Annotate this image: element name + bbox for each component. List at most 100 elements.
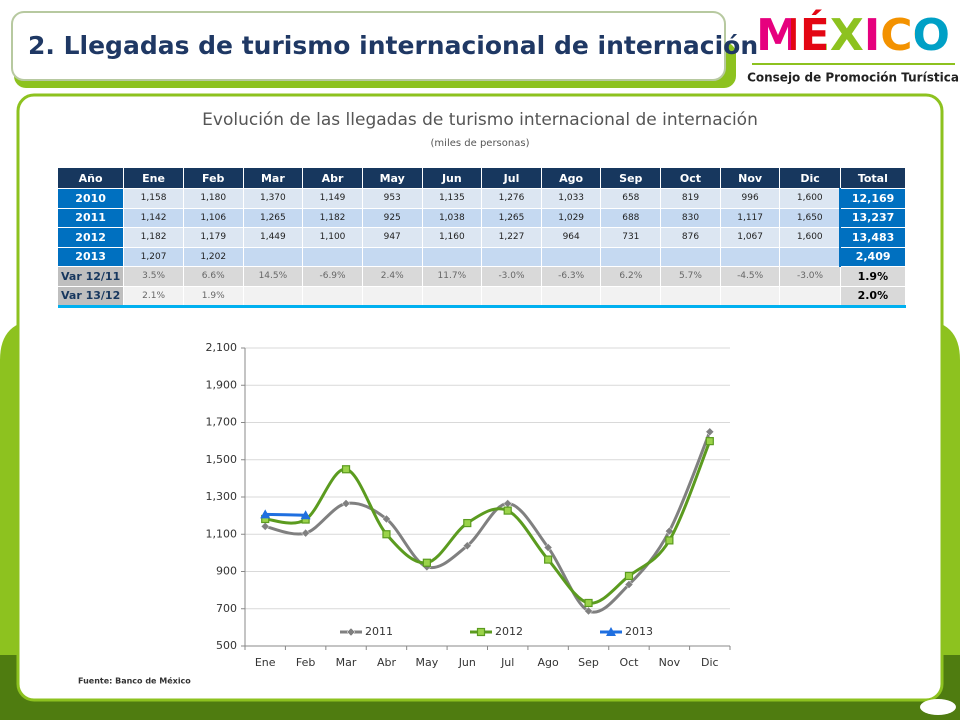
table-cell: 964 (541, 227, 602, 248)
table-cell: 688 (600, 208, 662, 228)
table-cell (660, 286, 721, 308)
table-cell: 1,207 (123, 247, 184, 267)
table-row: 2012 1,182 1,179 1,449 1,100 947 1,160 1,227 964… (58, 227, 907, 248)
table-cell: Total (840, 168, 907, 189)
page-title: 2. Llegadas de turismo internacional de … (28, 31, 758, 60)
table-cell: Ago (541, 168, 602, 189)
table-cell: 1,370 (243, 188, 304, 209)
table-cell: 13,237 (839, 208, 907, 228)
table-row: Var 12/11 3.5% 6.6% 14.5% -6.9% 2.4% 11.7% -3.0… (58, 266, 907, 287)
table-cell: 2.4% (362, 266, 423, 287)
table-cell: 947 (362, 227, 423, 248)
table-cell (243, 247, 304, 267)
table-cell: 1,160 (422, 227, 483, 248)
table-cell: 830 (660, 208, 721, 228)
logo-subtitle: Consejo de Promoción Turística (747, 71, 959, 85)
table-cell (422, 247, 483, 267)
table-cell: 1,067 (720, 227, 781, 248)
table-cell: 658 (600, 188, 662, 209)
table-cell: 12,169 (839, 188, 907, 209)
table-cell: 1,117 (720, 208, 781, 228)
table-cell (541, 286, 602, 308)
table-cell: 1,202 (183, 247, 244, 267)
table-cell: Jun (422, 168, 483, 189)
table-cell: May (362, 168, 423, 189)
table-cell: 5.7% (660, 266, 721, 287)
table-cell: 1.9% (840, 266, 907, 287)
table-cell: 819 (660, 188, 721, 209)
table-row: Var 13/12 2.1% 1.9% 2.0% (58, 286, 907, 308)
table-cell: 2011 (58, 208, 125, 228)
data-table: Año Ene Feb Mar Abr May Jun Jul Ago Sep Oct Nov Dic T… (58, 168, 907, 308)
table-cell: -6.3% (541, 266, 602, 287)
table-cell: 1,038 (422, 208, 483, 228)
table-cell: 1,600 (779, 227, 841, 248)
table-cell: 11.7% (422, 266, 483, 287)
table-cell (779, 286, 841, 308)
table-cell (600, 286, 662, 308)
table-cell: -6.9% (302, 266, 363, 287)
table-cell: 2010 (58, 188, 125, 209)
table-cell: -3.0% (481, 266, 542, 287)
table-row: Año Ene Feb Mar Abr May Jun Jul Ago Sep Oct Nov Dic T… (58, 168, 907, 189)
table-cell: -3.0% (779, 266, 841, 287)
table-cell: Jul (481, 168, 542, 189)
table-cell: 876 (660, 227, 721, 248)
table-cell: 1.9% (183, 286, 244, 308)
corner-badge (920, 699, 956, 715)
table-cell: 1,227 (481, 227, 542, 248)
source: Fuente: Banco de México (78, 676, 191, 686)
table-cell: Año (58, 168, 125, 189)
table-cell: 1,650 (779, 208, 841, 228)
table-cell: Ene (123, 168, 184, 189)
table-cell: Dic (779, 168, 841, 189)
table-cell: Abr (302, 168, 363, 189)
table-cell: 1,449 (243, 227, 304, 248)
table-cell: Oct (660, 168, 721, 189)
table-cell: 1,033 (541, 188, 602, 209)
table-cell: 2,409 (839, 247, 907, 267)
table-cell: Nov (720, 168, 781, 189)
table-cell: Var 12/11 (58, 266, 125, 287)
table-cell: 6.2% (600, 266, 662, 287)
logo: MÉXICO (756, 8, 950, 61)
table-cell: 996 (720, 188, 781, 209)
table-cell: Mar (243, 168, 304, 189)
table-cell: 925 (362, 208, 423, 228)
table-cell: 1,276 (481, 188, 542, 209)
table-cell: 1,029 (541, 208, 602, 228)
table-cell: 731 (600, 227, 662, 248)
table-cell: 1,106 (183, 208, 244, 228)
table-cell (720, 286, 781, 308)
table-cell (660, 247, 721, 267)
table-cell: 1,180 (183, 188, 244, 209)
table-cell: 1,600 (779, 188, 841, 209)
table-cell: 1,142 (123, 208, 184, 228)
table-cell: 1,182 (123, 227, 184, 248)
table-cell: 1,158 (123, 188, 184, 209)
table-cell (243, 286, 304, 308)
table-cell (362, 247, 423, 267)
table-cell (720, 247, 781, 267)
table-cell: 1,100 (302, 227, 363, 248)
table-cell (779, 247, 841, 267)
panel-subtitle: (miles de personas) (431, 138, 530, 149)
table-cell (362, 286, 423, 308)
table-cell: Feb (183, 168, 244, 189)
table-cell: Sep (600, 168, 662, 189)
table-cell: -4.5% (720, 266, 781, 287)
table-cell: 1,149 (302, 188, 363, 209)
table-cell: 1,265 (481, 208, 542, 228)
table-cell (541, 247, 602, 267)
table-cell: 1,265 (243, 208, 304, 228)
table-cell (481, 286, 542, 308)
table-cell: 14.5% (243, 266, 304, 287)
table-row: 2013 1,207 1,202 2,409 (58, 247, 907, 267)
table-cell: 2.0% (840, 286, 907, 308)
table-cell: 6.6% (183, 266, 244, 287)
table-row: 2011 1,142 1,106 1,265 1,182 925 1,038 1,265 1,0… (58, 208, 907, 228)
table-row: 2010 1,158 1,180 1,370 1,149 953 1,135 1,276 1,0… (58, 188, 907, 209)
table-cell (302, 286, 363, 308)
